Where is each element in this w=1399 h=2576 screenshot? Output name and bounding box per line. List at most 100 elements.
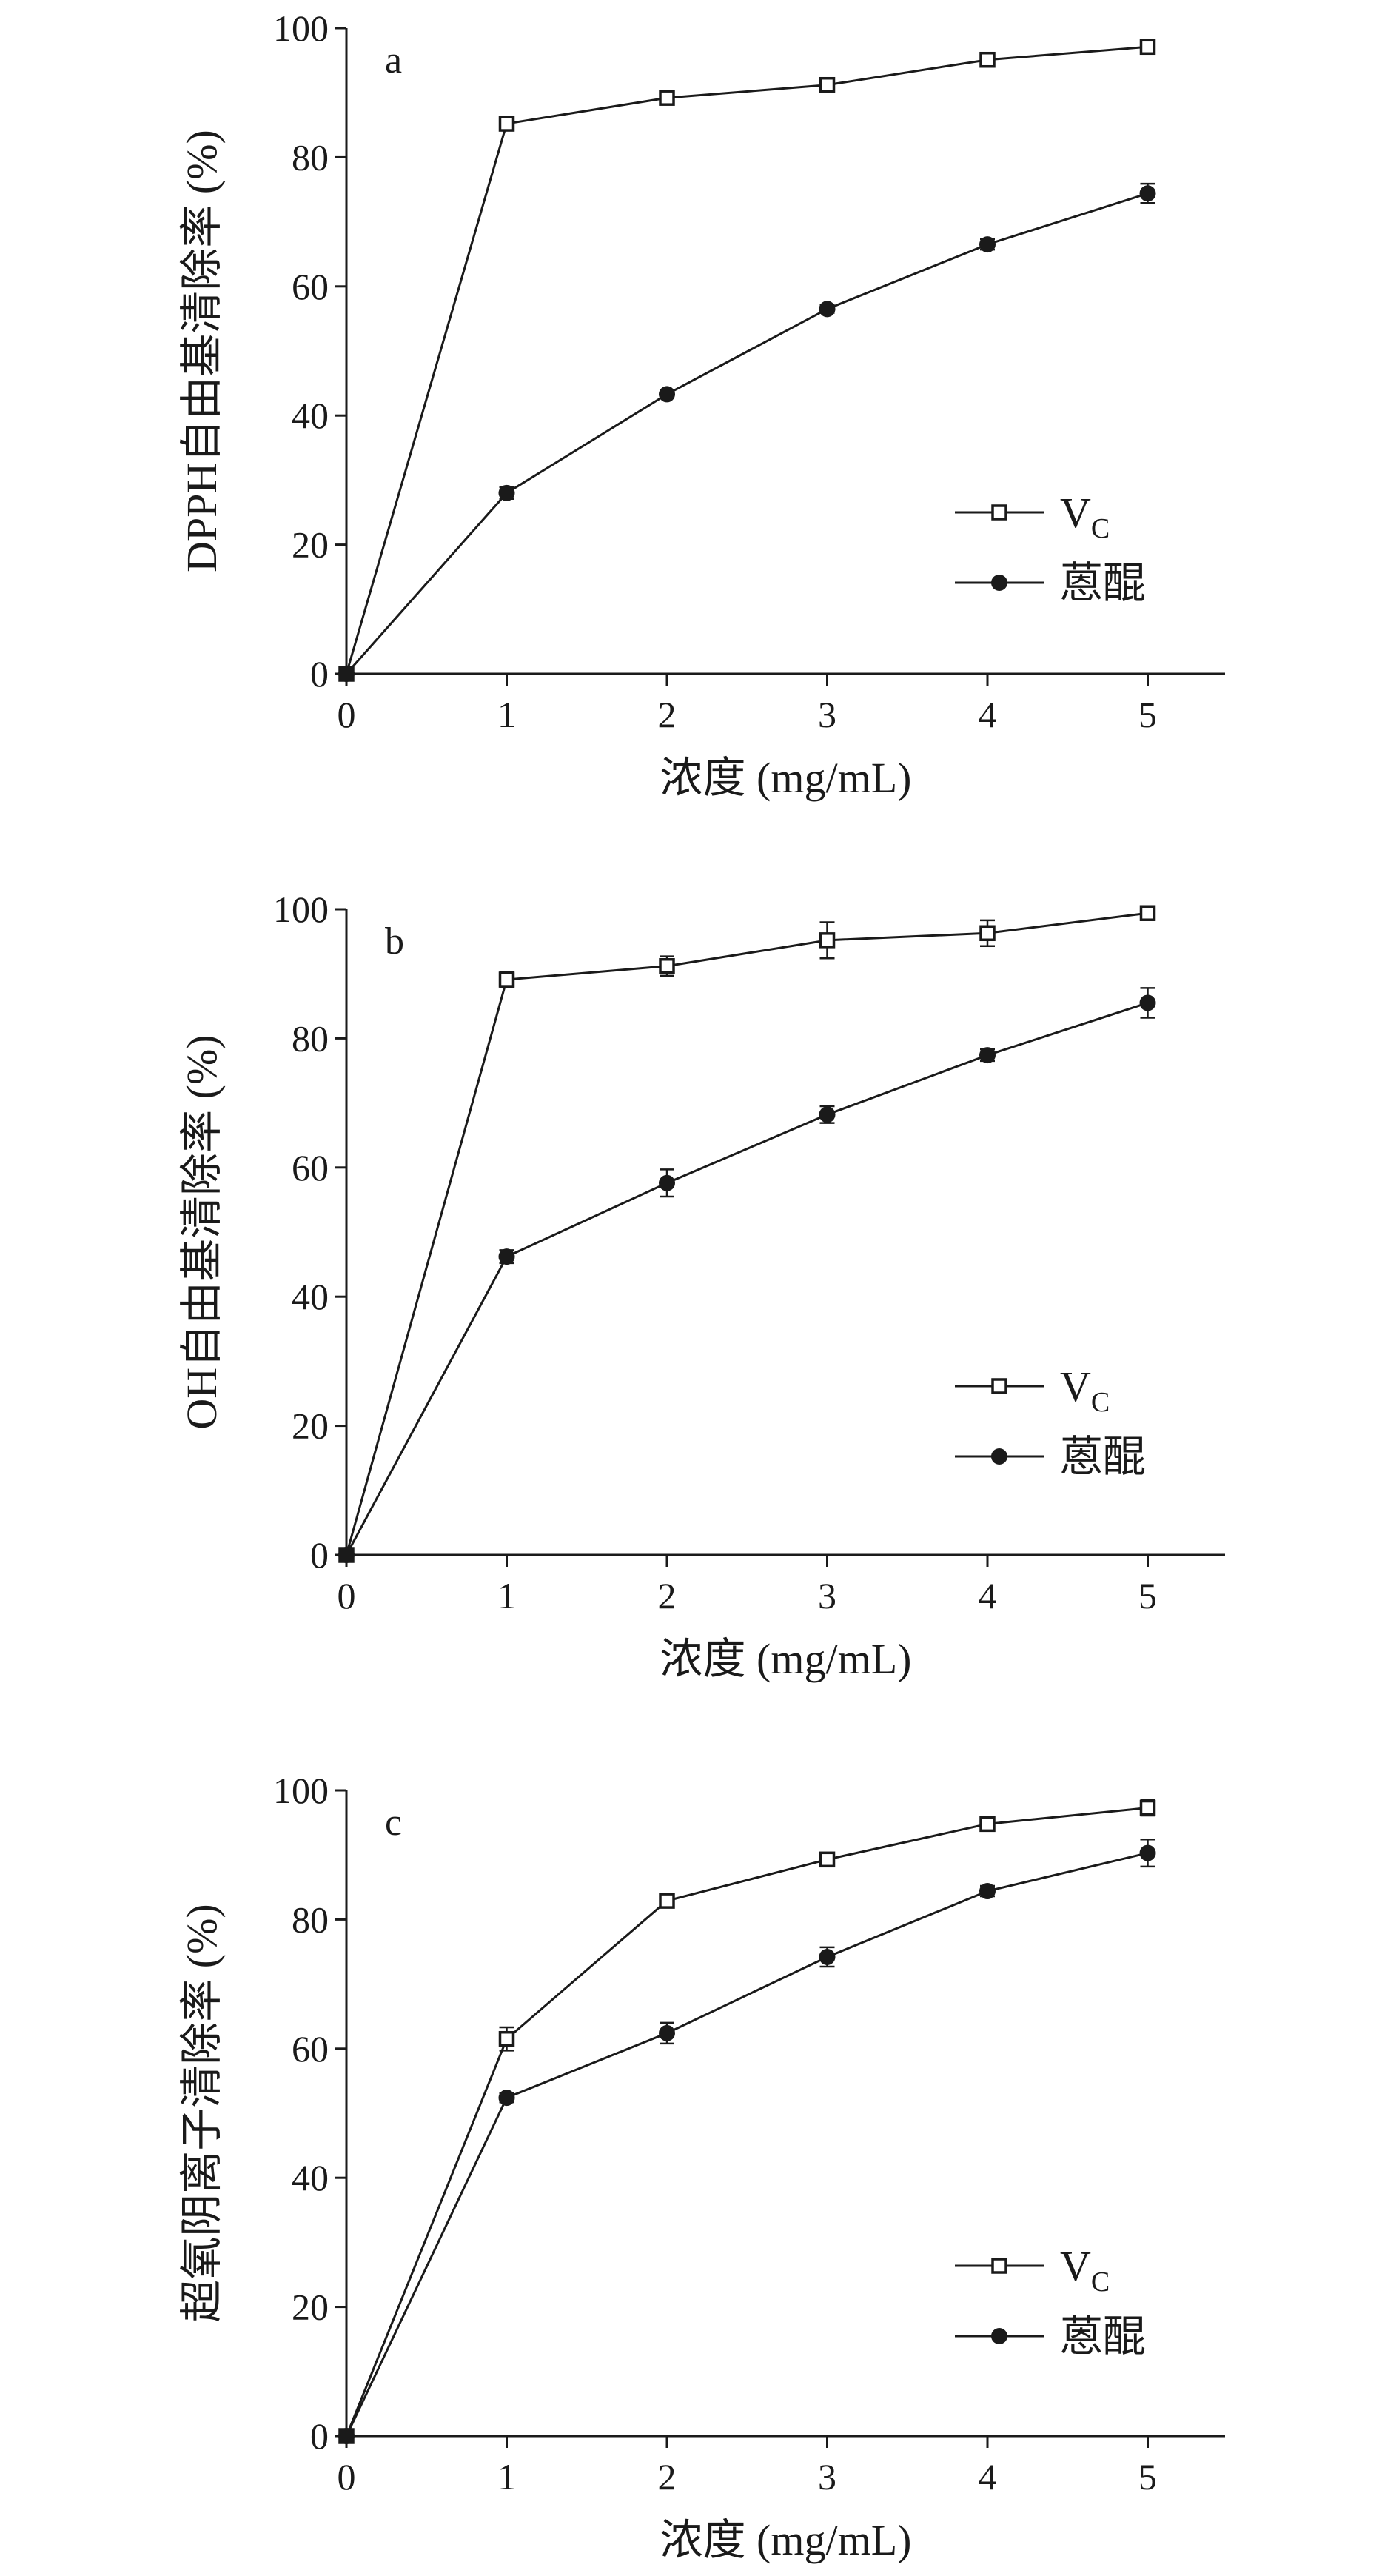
data-point — [659, 1174, 675, 1191]
x-tick-label: 0 — [338, 694, 356, 735]
legend-label-text: 蒽醌 — [1060, 2312, 1146, 2361]
series-line-0 — [345, 911, 1148, 1556]
data-point — [498, 2090, 515, 2107]
y-tick-label: 0 — [310, 2415, 329, 2457]
data-point — [1139, 1844, 1156, 1861]
x-tick-label: 2 — [658, 694, 677, 735]
x-tick-label: 0 — [338, 2456, 356, 2498]
legend: VC 蒽醌 — [955, 2242, 1146, 2361]
series-line-0 — [345, 45, 1148, 675]
y-tick-label: 20 — [292, 2286, 329, 2328]
legend: VC 蒽醌 — [955, 489, 1146, 607]
legend: VC 蒽醌 — [955, 1362, 1146, 1481]
series-line-1 — [345, 1852, 1148, 2437]
chart-panel-a: 0 20 40 60 80 100 0 1 2 3 4 5 浓度 (mg/mL) DPPH自由基清除率 (… — [178, 7, 1225, 802]
x-tick-label: 2 — [658, 1575, 677, 1616]
y-tick-label: 40 — [292, 1276, 329, 1317]
data-point — [659, 1893, 675, 1909]
data-point — [1139, 185, 1156, 202]
series-line-1 — [345, 1002, 1148, 1556]
data-point — [659, 90, 675, 106]
legend-item-1: 蒽醌 — [955, 559, 1146, 607]
data-point — [338, 666, 355, 682]
y-tick-label: 60 — [292, 1147, 329, 1188]
legend-label: VC — [1060, 1362, 1110, 1418]
data-point — [1139, 39, 1156, 56]
y-tick-label: 80 — [292, 136, 329, 178]
x-axis-label: 浓度 (mg/mL) — [660, 2516, 912, 2564]
panel-label: c — [385, 1801, 402, 1844]
x-tick-label: 2 — [658, 2456, 677, 2498]
data-point — [338, 1547, 355, 1563]
data-point — [979, 236, 996, 253]
data-point — [819, 1948, 836, 1965]
x-tick-label: 3 — [818, 1575, 836, 1616]
data-point — [1139, 994, 1156, 1011]
data-point — [498, 1248, 515, 1265]
legend-marker — [991, 1448, 1007, 1465]
y-tick-label: 100 — [273, 7, 329, 49]
data-point — [819, 1851, 836, 1868]
panel-label: b — [385, 920, 404, 963]
data-point — [979, 1047, 996, 1064]
legend-label-subscript: C — [1091, 1387, 1110, 1418]
data-point — [498, 116, 515, 132]
y-tick-label: 60 — [292, 2028, 329, 2070]
y-axis-label: DPPH自由基清除率 (%) — [178, 130, 226, 572]
x-tick-label: 5 — [1138, 2456, 1157, 2498]
y-tick-label: 20 — [292, 1405, 329, 1447]
legend-label-subscript: C — [1091, 2266, 1110, 2298]
y-tick-label: 40 — [292, 395, 329, 436]
data-point — [979, 51, 996, 68]
y-tick-label: 0 — [310, 1534, 329, 1576]
legend-label-text: 蒽醌 — [1060, 559, 1146, 607]
legend-label-subscript: C — [1091, 513, 1110, 544]
x-tick-label: 1 — [497, 694, 516, 735]
data-point — [498, 971, 515, 988]
x-tick-label: 0 — [338, 1575, 356, 1616]
legend-label: VC — [1060, 489, 1110, 544]
legend-item-1: 蒽醌 — [955, 2312, 1146, 2361]
legend-label: 蒽醌 — [1060, 559, 1146, 607]
legend-marker — [991, 2258, 1007, 2274]
data-point — [819, 301, 836, 318]
data-point — [498, 484, 515, 501]
x-tick-label: 3 — [818, 2456, 836, 2498]
x-tick-label: 4 — [979, 2456, 997, 2498]
data-point — [498, 2030, 515, 2047]
data-point — [819, 76, 836, 93]
data-point — [979, 925, 996, 942]
data-point — [338, 2428, 355, 2444]
data-point — [979, 1816, 996, 1833]
x-tick-label: 5 — [1138, 1575, 1157, 1616]
legend-label: 蒽醌 — [1060, 1433, 1146, 1481]
legend-marker — [991, 1378, 1007, 1394]
legend-item-0: VC — [955, 489, 1110, 544]
x-tick-label: 4 — [979, 694, 997, 735]
x-tick-label: 1 — [497, 1575, 516, 1616]
legend-marker — [991, 2328, 1007, 2344]
y-axis-label: OH自由基清除率 (%) — [178, 1034, 226, 1429]
x-tick-label: 5 — [1138, 694, 1157, 735]
y-tick-label: 20 — [292, 524, 329, 566]
legend-label-text: 蒽醌 — [1060, 1433, 1146, 1481]
legend-label: VC — [1060, 2242, 1110, 2298]
x-tick-label: 1 — [497, 2456, 516, 2498]
data-point — [659, 386, 675, 403]
y-tick-label: 40 — [292, 2157, 329, 2198]
data-point — [819, 1106, 836, 1123]
legend-item-0: VC — [955, 2242, 1110, 2298]
legend-item-0: VC — [955, 1362, 1110, 1418]
y-tick-label: 80 — [292, 1017, 329, 1059]
legend-label: 蒽醌 — [1060, 2312, 1146, 2361]
data-point — [659, 2024, 675, 2041]
legend-item-1: 蒽醌 — [955, 1433, 1146, 1481]
series-line-1 — [345, 192, 1148, 675]
data-point — [1139, 1799, 1156, 1816]
y-tick-label: 100 — [273, 1770, 329, 1811]
data-point — [819, 932, 836, 949]
y-tick-label: 100 — [273, 889, 329, 930]
series-line-0 — [345, 1807, 1148, 2437]
legend-label-text: V — [1060, 2242, 1091, 2290]
